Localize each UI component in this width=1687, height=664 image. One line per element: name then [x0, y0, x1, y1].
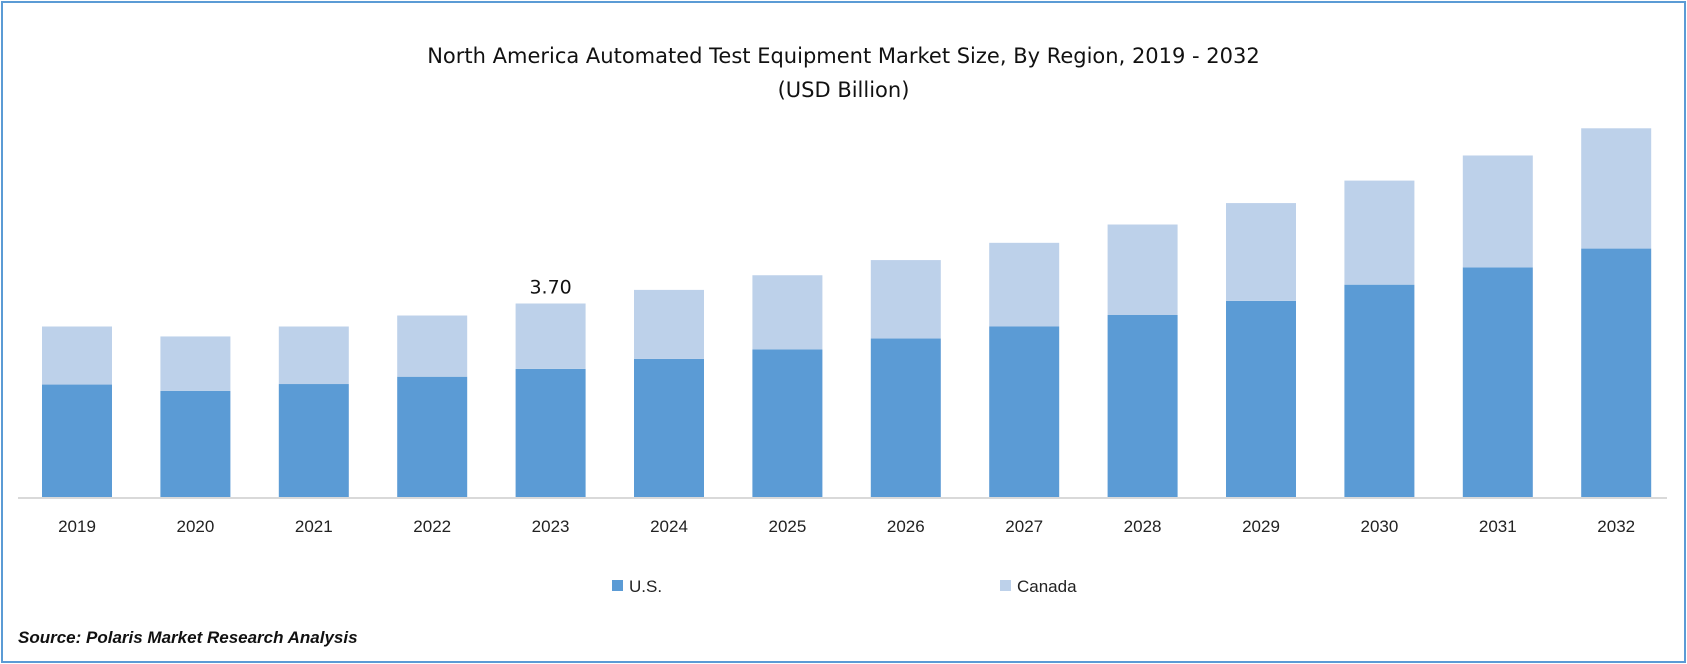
bar-canada-2023	[515, 303, 586, 369]
bar-canada-2028	[1107, 224, 1178, 315]
bar-canada-2030	[1344, 180, 1415, 285]
bar-canada-2021	[278, 326, 349, 385]
source-note: Source: Polaris Market Research Analysis	[18, 628, 358, 647]
legend-label: U.S.	[629, 577, 662, 596]
bar-canada-2025	[752, 275, 823, 350]
bar-canada-2024	[634, 289, 704, 359]
bar-us-2028	[1107, 314, 1178, 497]
x-tick-label: 2022	[413, 517, 451, 536]
x-tick-label: 2020	[176, 517, 214, 536]
bar-canada-2026	[870, 260, 941, 339]
x-tick-label: 2026	[887, 517, 925, 536]
bar-canada-2022	[397, 315, 468, 377]
chart-title: North America Automated Test Equipment M…	[427, 44, 1260, 68]
x-tick-label: 2025	[768, 517, 806, 536]
bar-us-2019	[42, 384, 112, 497]
bar-us-2030	[1344, 284, 1415, 497]
legend-label: Canada	[1017, 577, 1077, 596]
bar-us-2021	[278, 384, 349, 497]
bar-us-2029	[1226, 300, 1296, 497]
legend-swatch-us	[612, 580, 623, 591]
x-tick-label: 2023	[532, 517, 570, 536]
bar-us-2026	[870, 338, 941, 497]
bar-canada-2027	[989, 242, 1060, 327]
bar-us-2032	[1581, 248, 1652, 497]
chart-subtitle: (USD Billion)	[777, 78, 910, 102]
bar-us-2024	[634, 358, 704, 497]
x-tick-label: 2027	[1005, 517, 1043, 536]
bar-canada-2032	[1581, 128, 1652, 249]
legend-swatch-canada	[1000, 580, 1011, 591]
bar-canada-2031	[1462, 155, 1533, 268]
bar-canada-2029	[1226, 203, 1296, 301]
x-tick-label: 2030	[1360, 517, 1398, 536]
bar-us-2027	[989, 326, 1060, 497]
bar-us-2020	[160, 390, 231, 497]
bar-us-2022	[397, 376, 468, 497]
x-tick-label: 2021	[295, 517, 333, 536]
bar-canada-2020	[160, 336, 231, 391]
x-tick-label: 2029	[1242, 517, 1280, 536]
bar-us-2031	[1462, 267, 1533, 497]
x-tick-label: 2028	[1124, 517, 1162, 536]
bar-canada-2019	[42, 326, 112, 385]
data-label: 3.70	[529, 276, 571, 298]
x-tick-label: 2019	[58, 517, 96, 536]
bar-us-2023	[515, 368, 586, 497]
x-tick-label: 2031	[1479, 517, 1517, 536]
bar-us-2025	[752, 349, 823, 497]
x-tick-label: 2032	[1597, 517, 1635, 536]
x-tick-label: 2024	[650, 517, 688, 536]
